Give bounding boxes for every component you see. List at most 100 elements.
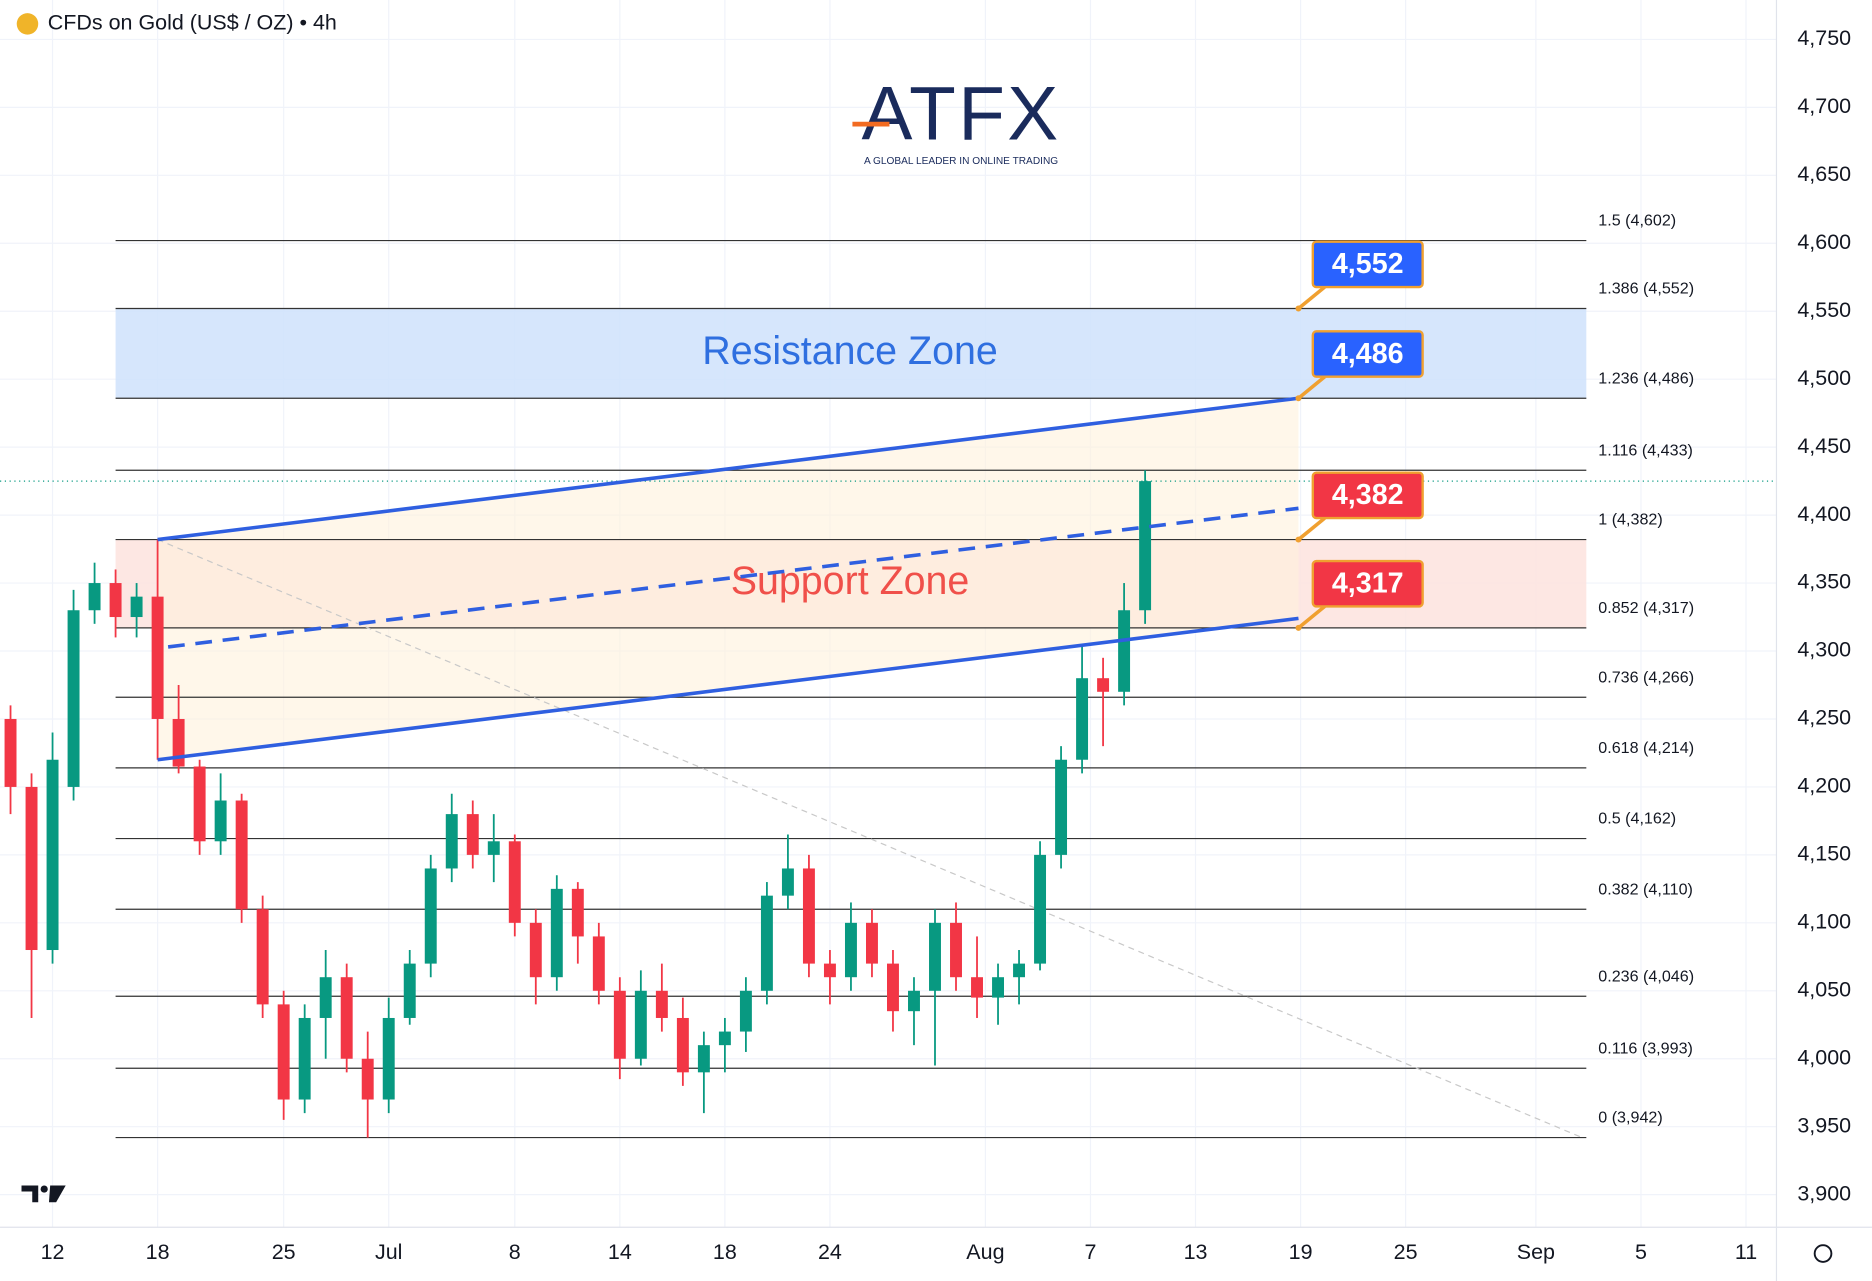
callout-anchor: [1295, 395, 1302, 402]
callout-anchor: [1295, 624, 1302, 631]
candle-body: [67, 610, 80, 787]
y-tick-label: 4,550: [1797, 298, 1851, 322]
candle-body: [424, 868, 437, 964]
x-tick-label: 19: [1289, 1240, 1313, 1264]
candle-body: [1034, 854, 1047, 964]
y-tick-label: 4,600: [1797, 230, 1851, 254]
candle-body: [844, 922, 857, 978]
y-tick-label: 4,450: [1797, 434, 1851, 458]
fib-label: 0.382 (4,110): [1598, 880, 1693, 898]
x-tick-label: Sep: [1517, 1240, 1555, 1264]
fib-label: 1 (4,382): [1598, 511, 1662, 529]
candle-body: [655, 990, 668, 1018]
candle-body: [971, 977, 983, 998]
fib-label: 1.116 (4,433): [1598, 441, 1693, 459]
settings-icon[interactable]: [1813, 1244, 1833, 1263]
candle-body: [256, 909, 269, 1005]
y-tick-label: 3,950: [1797, 1113, 1851, 1137]
callout-pointer: [1297, 375, 1326, 400]
tv-logo-part: [48, 1185, 66, 1203]
fib-label: 1.386 (4,552): [1598, 280, 1694, 298]
zone-label: Support Zone: [731, 559, 970, 603]
candle-body: [25, 786, 38, 951]
candle-body: [760, 895, 773, 991]
candle-body: [865, 922, 878, 964]
symbol-icon: [16, 13, 39, 35]
candle-body: [887, 963, 899, 1012]
y-tick-label: 4,300: [1797, 638, 1851, 662]
candle-body: [109, 583, 122, 618]
tv-logo-part: [40, 1185, 48, 1193]
candle-body: [739, 990, 752, 1032]
y-tick-label: 4,050: [1797, 977, 1851, 1001]
callout-pointer: [1297, 285, 1326, 310]
candle-body: [1118, 610, 1131, 692]
candle-body: [445, 814, 458, 869]
y-tick-label: 4,700: [1797, 94, 1851, 118]
logo-tagline: A GLOBAL LEADER IN ONLINE TRADING: [864, 156, 1058, 167]
fib-label: 1.5 (4,602): [1598, 212, 1676, 230]
candle-body: [46, 759, 59, 951]
x-tick-label: Aug: [966, 1240, 1004, 1264]
candle-body: [88, 583, 101, 611]
x-tick-label: 25: [1394, 1240, 1418, 1264]
x-tick-label: 25: [272, 1240, 296, 1264]
candle-body: [1097, 678, 1110, 692]
candle-body: [151, 596, 164, 719]
x-tick-label: 18: [713, 1240, 737, 1264]
fib-label: 0.736 (4,266): [1598, 668, 1694, 686]
fib-label: 0.116 (3,993): [1598, 1039, 1693, 1057]
callout-label: 4,317: [1332, 567, 1404, 599]
channel-lower: [157, 616, 1299, 762]
x-tick-label: 24: [818, 1240, 842, 1264]
candle-body: [235, 800, 248, 910]
candle-body: [1076, 678, 1089, 760]
candle-body: [361, 1058, 374, 1100]
callout-pointer: [1297, 605, 1326, 630]
candle-body: [403, 963, 416, 1018]
candle-body: [340, 977, 353, 1059]
callout-box: [1311, 559, 1424, 608]
candle-body: [718, 1031, 731, 1046]
candle-body: [1013, 963, 1026, 978]
candle-body: [4, 718, 17, 787]
callout-anchor: [1295, 536, 1302, 543]
y-tick-label: 4,150: [1797, 842, 1851, 866]
callout-box: [1311, 471, 1424, 520]
candle-body: [298, 1017, 311, 1100]
zone-label: Resistance Zone: [702, 329, 997, 373]
y-tick-label: 4,350: [1797, 570, 1851, 594]
x-tick-label: 13: [1184, 1240, 1208, 1264]
fib-label: 0.5 (4,162): [1598, 810, 1676, 828]
candle-body: [571, 888, 584, 937]
y-tick-label: 4,750: [1797, 26, 1851, 50]
candle-body: [172, 718, 185, 767]
y-tick-label: 4,100: [1797, 910, 1851, 934]
fib-label: 1.236 (4,486): [1598, 369, 1694, 387]
candle-body: [382, 1017, 395, 1100]
y-tick-label: 4,200: [1797, 774, 1851, 798]
logo: ATFX: [862, 72, 1061, 157]
candle-body: [130, 596, 143, 618]
callout-box: [1311, 240, 1424, 289]
candle-body: [992, 977, 1004, 998]
candle-body: [529, 922, 542, 978]
x-tick-label: 18: [146, 1240, 170, 1264]
candle-body: [676, 1017, 689, 1073]
y-tick-label: 4,400: [1797, 502, 1851, 526]
candle-body: [277, 1004, 290, 1100]
x-tick-label: 8: [509, 1240, 521, 1264]
callout-label: 4,486: [1332, 338, 1404, 370]
y-tick-label: 4,000: [1797, 1045, 1851, 1069]
candle-body: [802, 868, 815, 964]
callout-anchor: [1295, 305, 1302, 312]
candle-body: [613, 990, 626, 1059]
candle-body: [950, 922, 962, 978]
candle-body: [550, 888, 563, 978]
x-tick-label: 11: [1735, 1240, 1757, 1264]
fib-label: 0.236 (4,046): [1598, 967, 1694, 985]
tv-logo-part: [21, 1185, 39, 1203]
y-tick-label: 4,250: [1797, 706, 1851, 730]
channel-upper: [157, 396, 1299, 542]
